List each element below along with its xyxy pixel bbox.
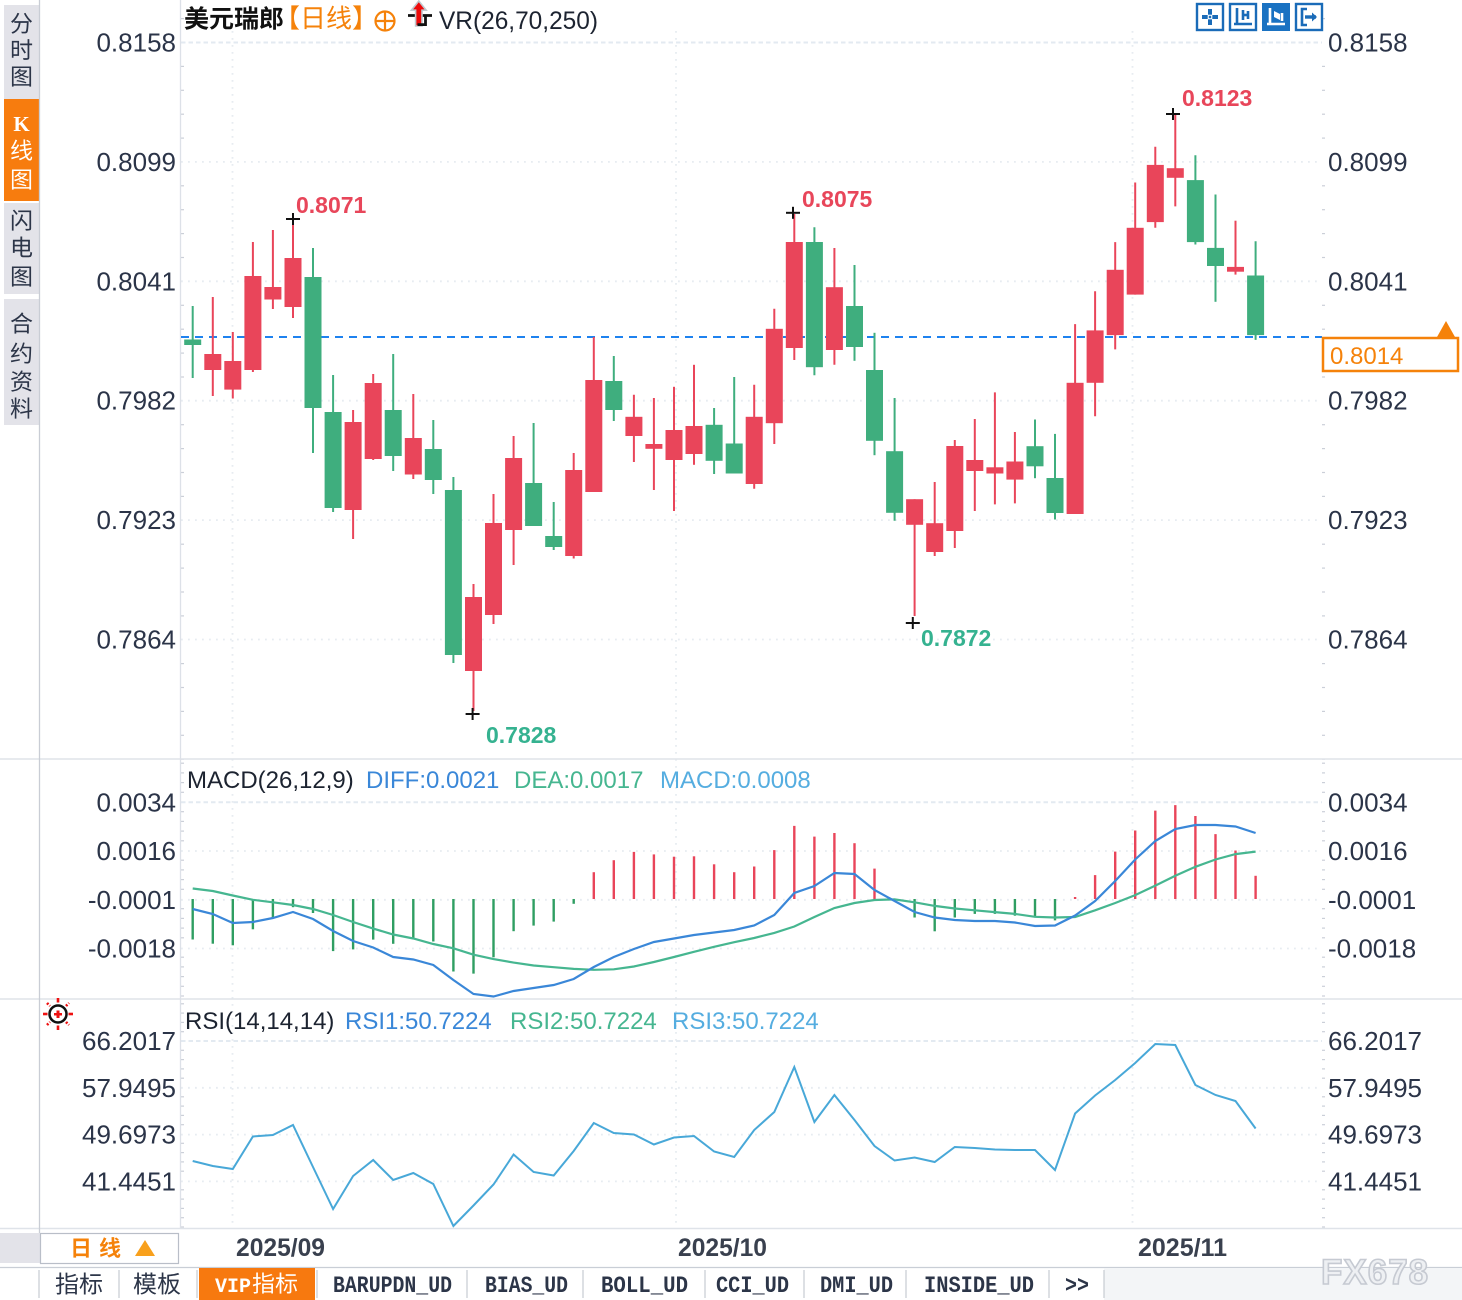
- svg-text:-0.0001: -0.0001: [1328, 885, 1416, 915]
- svg-text:VR(26,70,250): VR(26,70,250): [439, 7, 598, 35]
- svg-text:DEA:0.0017: DEA:0.0017: [514, 767, 643, 794]
- svg-text:66.2017: 66.2017: [82, 1026, 176, 1056]
- svg-text:57.9495: 57.9495: [1328, 1073, 1422, 1103]
- svg-text:0.7828: 0.7828: [486, 722, 557, 748]
- svg-text:0.7864: 0.7864: [96, 625, 176, 655]
- svg-text:0.8123: 0.8123: [1182, 85, 1252, 111]
- svg-text:2025/09: 2025/09: [236, 1234, 325, 1262]
- svg-text:FX678: FX678: [1321, 1253, 1429, 1292]
- svg-text:0.8075: 0.8075: [802, 186, 873, 212]
- svg-text:BARUPDN_UD: BARUPDN_UD: [333, 1273, 452, 1299]
- svg-text:RSI(14,14,14): RSI(14,14,14): [185, 1008, 334, 1035]
- svg-text:0.7872: 0.7872: [921, 625, 991, 651]
- svg-text:-0.0001: -0.0001: [88, 885, 176, 915]
- svg-text:K: K: [13, 112, 30, 136]
- svg-text:>>: >>: [1065, 1273, 1089, 1299]
- svg-text:0.8041: 0.8041: [96, 266, 176, 296]
- svg-text:0.0016: 0.0016: [1328, 836, 1408, 866]
- svg-text:MACD:0.0008: MACD:0.0008: [660, 767, 811, 794]
- svg-text:VIP: VIP: [215, 1276, 251, 1299]
- svg-text:2025/11: 2025/11: [1138, 1234, 1227, 1262]
- svg-text:0.0034: 0.0034: [1328, 787, 1408, 817]
- svg-text:0.7923: 0.7923: [96, 505, 176, 535]
- svg-text:MACD(26,12,9): MACD(26,12,9): [187, 767, 354, 794]
- svg-text:41.4451: 41.4451: [82, 1166, 176, 1196]
- svg-text:57.9495: 57.9495: [82, 1073, 176, 1103]
- svg-text:INSIDE_UD: INSIDE_UD: [924, 1273, 1034, 1299]
- svg-text:0.8158: 0.8158: [1328, 28, 1408, 58]
- svg-text:0.8099: 0.8099: [96, 147, 176, 177]
- svg-text:49.6973: 49.6973: [1328, 1120, 1422, 1150]
- svg-text:0.8041: 0.8041: [1328, 266, 1408, 296]
- svg-text:0.0034: 0.0034: [96, 787, 176, 817]
- svg-text:-0.0018: -0.0018: [1328, 934, 1416, 964]
- svg-text:0.7923: 0.7923: [1328, 505, 1408, 535]
- svg-text:RSI3:50.7224: RSI3:50.7224: [672, 1008, 819, 1035]
- svg-text:RSI1:50.7224: RSI1:50.7224: [345, 1008, 492, 1035]
- svg-text:BOLL_UD: BOLL_UD: [601, 1273, 688, 1299]
- svg-text:0.0016: 0.0016: [96, 836, 176, 866]
- svg-text:0.7864: 0.7864: [1328, 625, 1408, 655]
- svg-text:0.8158: 0.8158: [96, 28, 176, 58]
- svg-text:0.8099: 0.8099: [1328, 147, 1408, 177]
- svg-text:DMI_UD: DMI_UD: [820, 1273, 893, 1299]
- svg-text:BIAS_UD: BIAS_UD: [485, 1273, 568, 1299]
- svg-text:0.8014: 0.8014: [1330, 343, 1403, 370]
- svg-text:-0.0018: -0.0018: [88, 934, 176, 964]
- svg-text:RSI2:50.7224: RSI2:50.7224: [510, 1008, 657, 1035]
- svg-text:2025/10: 2025/10: [678, 1234, 767, 1262]
- svg-text:0.7982: 0.7982: [1328, 386, 1408, 416]
- svg-text:41.4451: 41.4451: [1328, 1166, 1422, 1196]
- svg-text:DIFF:0.0021: DIFF:0.0021: [366, 767, 499, 794]
- svg-text:0.8071: 0.8071: [296, 192, 367, 218]
- svg-text:CCI_UD: CCI_UD: [716, 1273, 789, 1299]
- svg-text:66.2017: 66.2017: [1328, 1026, 1422, 1056]
- svg-text:0.7982: 0.7982: [96, 386, 176, 416]
- svg-text:49.6973: 49.6973: [82, 1120, 176, 1150]
